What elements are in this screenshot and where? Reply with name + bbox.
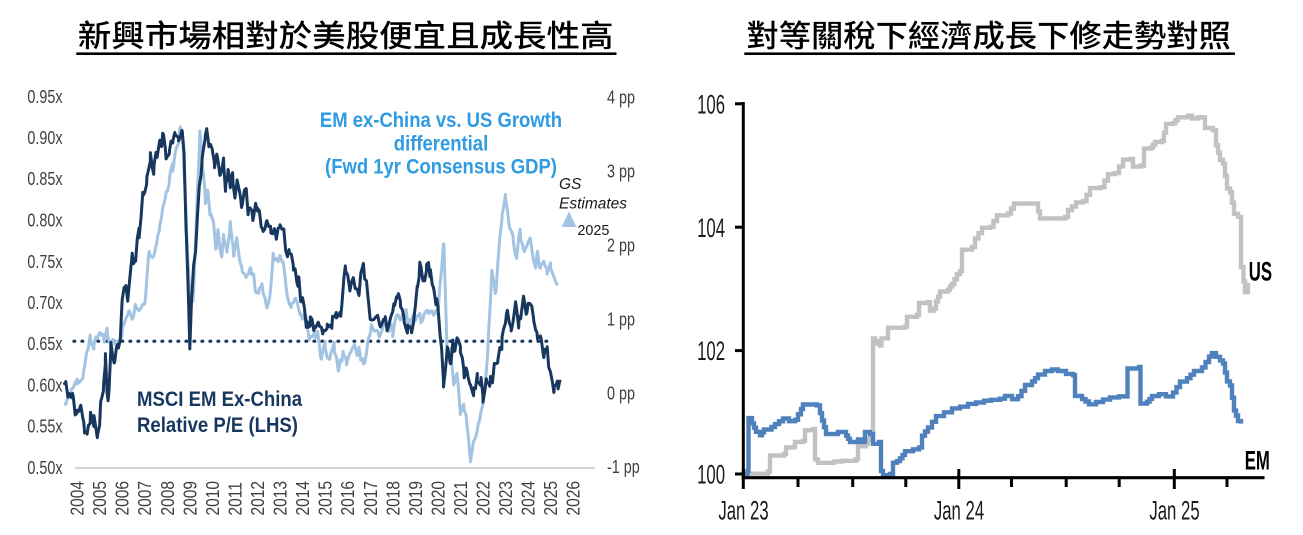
svg-text:2007: 2007 — [135, 481, 155, 516]
svg-text:Jan 24: Jan 24 — [934, 495, 984, 525]
svg-text:2015: 2015 — [316, 481, 336, 516]
svg-text:0 pp: 0 pp — [607, 384, 635, 404]
svg-text:Jan 23: Jan 23 — [718, 495, 768, 525]
svg-text:0.80x: 0.80x — [27, 211, 63, 231]
svg-text:0.55x: 0.55x — [27, 417, 63, 437]
svg-text:4 pp: 4 pp — [607, 88, 635, 108]
svg-text:US: US — [1249, 257, 1272, 287]
svg-text:2025: 2025 — [541, 481, 561, 516]
svg-text:2021: 2021 — [451, 481, 471, 516]
svg-text:2009: 2009 — [180, 481, 200, 516]
svg-text:EM ex-China vs. US Growth: EM ex-China vs. US Growth — [320, 109, 562, 132]
svg-text:(Fwd 1yr Consensus GDP): (Fwd 1yr Consensus GDP) — [325, 156, 557, 179]
svg-text:2020: 2020 — [428, 481, 448, 516]
svg-text:0.85x: 0.85x — [27, 170, 63, 190]
svg-text:EM: EM — [1245, 445, 1270, 475]
svg-text:Jan 25: Jan 25 — [1149, 495, 1199, 525]
svg-text:2008: 2008 — [158, 481, 178, 516]
svg-text:2025: 2025 — [577, 223, 609, 239]
svg-text:0.90x: 0.90x — [27, 128, 63, 148]
svg-text:2018: 2018 — [383, 481, 403, 516]
svg-text:2022: 2022 — [473, 481, 493, 516]
svg-text:Relative P/E (LHS): Relative P/E (LHS) — [137, 414, 298, 437]
svg-text:0.50x: 0.50x — [27, 458, 63, 478]
svg-text:differential: differential — [394, 132, 488, 155]
svg-text:2016: 2016 — [338, 481, 358, 516]
svg-text:GS: GS — [559, 176, 582, 193]
svg-text:2026: 2026 — [564, 481, 584, 516]
svg-text:2005: 2005 — [90, 481, 110, 516]
svg-text:2006: 2006 — [113, 481, 133, 516]
svg-text:0.70x: 0.70x — [27, 293, 63, 313]
svg-text:2014: 2014 — [293, 481, 313, 516]
svg-text:1 pp: 1 pp — [607, 310, 635, 330]
svg-text:106: 106 — [697, 89, 725, 119]
svg-text:0.95x: 0.95x — [27, 87, 63, 107]
svg-text:2024: 2024 — [518, 481, 538, 516]
svg-text:-1 pp: -1 pp — [607, 458, 640, 478]
svg-text:3 pp: 3 pp — [607, 162, 635, 182]
svg-text:104: 104 — [697, 213, 725, 243]
svg-text:2017: 2017 — [361, 481, 381, 516]
svg-text:100: 100 — [697, 460, 725, 490]
svg-text:2010: 2010 — [203, 481, 223, 516]
svg-text:MSCI EM Ex-China: MSCI EM Ex-China — [137, 388, 303, 411]
svg-text:0.65x: 0.65x — [27, 335, 63, 355]
svg-text:Estimates: Estimates — [559, 196, 627, 213]
svg-text:2019: 2019 — [406, 481, 426, 516]
svg-text:0.60x: 0.60x — [27, 376, 63, 396]
svg-text:0.75x: 0.75x — [27, 252, 63, 272]
svg-text:2013: 2013 — [270, 481, 290, 516]
svg-text:2011: 2011 — [225, 482, 245, 515]
svg-text:2012: 2012 — [248, 481, 268, 516]
svg-text:2023: 2023 — [496, 481, 516, 516]
svg-text:2004: 2004 — [67, 481, 87, 516]
svg-text:2 pp: 2 pp — [607, 236, 635, 256]
svg-text:102: 102 — [697, 336, 725, 366]
